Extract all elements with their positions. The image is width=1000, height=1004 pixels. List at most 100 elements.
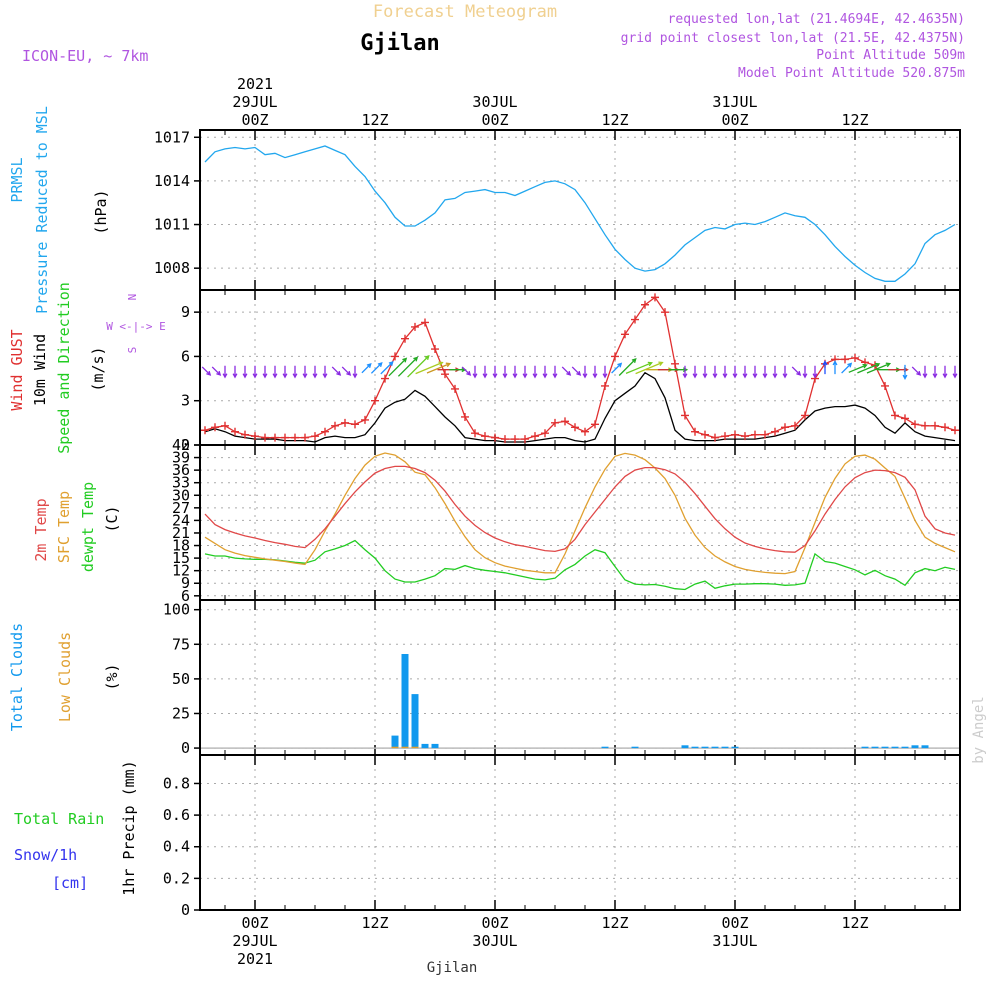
wind-direction-arrow: [361, 363, 372, 374]
y-tick-label: 1011: [154, 216, 190, 234]
temp-unit: (C): [103, 505, 121, 532]
wind-direction-arrow: [635, 361, 664, 375]
total-cloud-bar: [881, 746, 889, 749]
wind-direction-arrow: [542, 365, 548, 379]
gust-marker: [761, 430, 769, 439]
y-tick-label: 6: [181, 347, 190, 365]
snow-label: Snow/1h: [14, 846, 77, 864]
total-cloud-bar: [701, 746, 709, 749]
gust-marker: [261, 433, 269, 442]
gust-marker: [851, 353, 859, 362]
gust-marker: [901, 414, 909, 423]
gust-marker: [541, 429, 549, 438]
wind-direction-arrow: [302, 365, 308, 379]
y-tick-label: 30: [172, 486, 190, 504]
snow-unit-label: [cm]: [52, 874, 88, 892]
gust-marker: [371, 396, 379, 405]
gust-marker: [781, 423, 789, 432]
bottom-time-label: 29JUL: [232, 932, 277, 950]
gust-marker: [591, 420, 599, 429]
wind-direction-arrow: [352, 365, 358, 379]
wind-direction-arrow: [532, 365, 538, 379]
wind-direction-arrow: [812, 365, 818, 379]
gust-marker: [921, 421, 929, 430]
pressure-sub-label: Pressure Reduced to MSL: [33, 106, 51, 314]
y-tick-label: 3: [181, 392, 190, 410]
gust-marker: [381, 374, 389, 383]
gust-marker: [311, 432, 319, 441]
wind-direction-arrow: [712, 365, 718, 379]
total-cloud-bar: [431, 743, 439, 749]
y-tick-label: 75: [172, 635, 190, 653]
total-cloud-bar: [731, 746, 739, 749]
wind-direction-arrow: [331, 366, 342, 376]
wind-direction-arrow: [482, 365, 488, 379]
model-label: ICON-EU, ~ 7km: [22, 47, 148, 65]
wind-direction-arrow: [426, 362, 452, 374]
total-cloud-bar: [411, 694, 419, 749]
wind-direction-arrow: [752, 365, 758, 379]
wind-direction-arrow: [742, 365, 748, 379]
gust-marker: [241, 430, 249, 439]
panel-frame: [199, 444, 961, 601]
total-cloud-bar: [901, 746, 909, 749]
gust-marker: [751, 430, 759, 439]
gust-marker: [491, 433, 499, 442]
wind-direction-arrow: [388, 357, 408, 377]
wind-direction-arrow: [561, 366, 572, 376]
wind-direction-arrow: [602, 365, 608, 379]
wind-direction-arrow: [772, 365, 778, 379]
total-cloud-bar: [921, 745, 929, 749]
wind-direction-arrow: [552, 365, 558, 379]
wind-direction-arrow: [370, 362, 383, 374]
wind-direction-arrow: [762, 365, 768, 379]
direction-label: Speed and Direction: [55, 282, 73, 454]
gust-marker: [391, 352, 399, 361]
total-cloud-bar: [401, 654, 409, 749]
gust-marker: [651, 293, 659, 302]
wind-direction-arrow: [668, 367, 689, 373]
y-tick-label: 25: [172, 704, 190, 722]
y-tick-label: 21: [172, 524, 190, 542]
precip-unit: 1hr Precip (mm): [120, 760, 138, 895]
gust-marker: [791, 421, 799, 430]
wind-direction-arrow: [791, 366, 802, 376]
wind-direction-arrow: [692, 365, 698, 379]
wind-direction-arrow: [341, 366, 352, 376]
total-cloud-bar: [391, 735, 399, 749]
wind-direction-arrow: [502, 365, 508, 379]
wind-direction-arrow: [232, 365, 238, 379]
wind-direction-arrow: [702, 365, 708, 379]
gust-marker: [681, 411, 689, 420]
y-tick-label: 0: [181, 901, 190, 919]
gust-marker: [551, 418, 559, 427]
top-time-label: 2021: [237, 75, 273, 93]
gust-marker: [721, 432, 729, 441]
top-time-label: 29JUL: [232, 93, 277, 111]
model-altitude: Model Point Altitude 520.875m: [738, 66, 965, 81]
wind-direction-arrow: [292, 365, 298, 379]
gust-marker: [881, 381, 889, 390]
bottom-time-label: 12Z: [601, 914, 628, 932]
gust-marker: [481, 432, 489, 441]
gust-marker: [441, 370, 449, 379]
top-time-label: 00Z: [481, 111, 508, 129]
gust-marker: [581, 427, 589, 436]
wind-direction-arrow: [252, 365, 258, 379]
temp-2m-line: [204, 465, 956, 553]
gust-marker: [281, 433, 289, 442]
wind-direction-arrow: [272, 365, 278, 379]
rain-label: Total Rain: [14, 810, 104, 828]
panel-frame: [199, 289, 961, 446]
total-cloud-bar: [711, 746, 719, 749]
wind-direction-arrow: [582, 365, 588, 379]
top-time-label: 30JUL: [472, 93, 517, 111]
wind-direction-arrow: [902, 364, 908, 380]
wind-direction-arrow: [380, 361, 394, 375]
wind-direction-arrow: [322, 365, 328, 379]
wind-direction-arrow: [932, 365, 938, 379]
gust-marker: [911, 420, 919, 429]
gust-marker: [201, 426, 209, 435]
wind-direction-arrow: [222, 365, 228, 379]
footer-station: Gjilan: [427, 960, 478, 976]
